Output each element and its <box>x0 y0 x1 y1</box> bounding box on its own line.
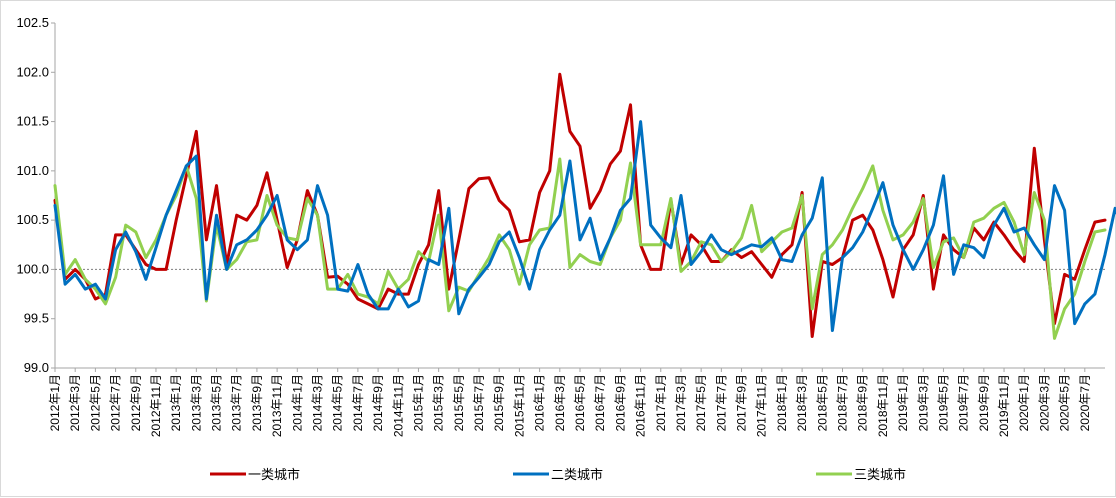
series-lines <box>53 72 1116 340</box>
x-tick-label: 2013年5月 <box>210 374 224 431</box>
x-tick-label: 2017年5月 <box>694 374 708 431</box>
x-tick-label: 2014年9月 <box>371 374 385 431</box>
x-tick-label: 2020年3月 <box>1037 374 1051 431</box>
x-tick-label: 2018年7月 <box>836 374 850 431</box>
x-tick-label: 2012年1月 <box>48 374 62 431</box>
x-tick-label: 2016年5月 <box>573 374 587 431</box>
x-tick-label: 2015年7月 <box>472 374 486 431</box>
x-tick-label: 2017年7月 <box>714 374 728 431</box>
x-tick-label: 2020年7月 <box>1078 374 1092 431</box>
y-axis: 99.0 99.5 100.0 100.5 101.0 101.5 102.0 102.5 <box>16 15 56 375</box>
x-tick-label: 2014年7月 <box>351 374 365 431</box>
x-tick-label: 2020年5月 <box>1058 374 1072 431</box>
legend-label-3: 三类城市 <box>854 467 906 483</box>
x-tick-label: 2015年5月 <box>452 374 466 431</box>
x-tick-label: 2013年9月 <box>250 374 264 431</box>
y-tick-label: 100.5 <box>16 212 49 227</box>
x-tick-label: 2020年1月 <box>1017 374 1031 431</box>
x-tick-label: 2019年5月 <box>936 374 950 431</box>
x-tick-label: 2014年5月 <box>331 374 345 431</box>
x-tick-label: 2018年1月 <box>775 374 789 431</box>
y-tick-label: 99.5 <box>24 311 49 326</box>
x-tick-label: 2014年1月 <box>290 374 304 431</box>
x-tick-label: 2013年11月 <box>270 374 284 437</box>
x-tick-label: 2012年7月 <box>109 374 123 431</box>
series-line-1 <box>53 72 1107 338</box>
x-tick-label: 2016年7月 <box>593 374 607 431</box>
x-tick-label: 2015年3月 <box>432 374 446 431</box>
x-tick-label: 2015年11月 <box>512 374 526 437</box>
legend-label-1: 一类城市 <box>248 467 300 483</box>
x-tick-label: 2016年3月 <box>553 374 567 431</box>
x-tick-label: 2019年7月 <box>957 374 971 431</box>
legend: 一类城市 二类城市 三类城市 <box>210 467 906 483</box>
x-tick-label: 2017年3月 <box>674 374 688 431</box>
x-tick-label: 2013年1月 <box>169 374 183 431</box>
y-tick-label: 102.0 <box>16 64 49 79</box>
x-tick-label: 2019年9月 <box>977 374 991 431</box>
x-tick-label: 2018年5月 <box>815 374 829 431</box>
x-axis: 2012年1月 2012年3月 2012年5月 2012年7月 2012年9月 2012年… <box>48 367 1105 437</box>
x-tick-label: 2018年11月 <box>876 374 890 437</box>
y-tick-label: 99.0 <box>24 360 49 375</box>
x-tick-label: 2019年3月 <box>916 374 930 431</box>
x-tick-label: 2016年1月 <box>533 374 547 431</box>
x-tick-label: 2019年11月 <box>997 374 1011 437</box>
x-tick-label: 2017年1月 <box>654 374 668 431</box>
x-tick-label: 2018年9月 <box>856 374 870 431</box>
x-tick-label: 2017年9月 <box>735 374 749 431</box>
series-line-2 <box>53 120 1116 332</box>
y-tick-label: 101.0 <box>16 163 49 178</box>
y-tick-label: 101.5 <box>16 114 49 129</box>
legend-label-2: 二类城市 <box>551 467 603 483</box>
x-tick-label: 2012年9月 <box>129 374 143 431</box>
x-tick-label: 2015年9月 <box>492 374 506 431</box>
x-tick-label: 2019年1月 <box>896 374 910 431</box>
y-tick-label: 100.0 <box>16 261 49 276</box>
x-tick-label: 2014年11月 <box>391 374 405 437</box>
x-tick-label: 2012年3月 <box>68 374 82 431</box>
series-line-3 <box>53 157 1107 340</box>
x-tick-label: 2014年3月 <box>311 374 325 431</box>
y-tick-label: 102.5 <box>16 15 49 30</box>
x-tick-label: 2016年11月 <box>634 374 648 437</box>
x-tick-label: 2013年3月 <box>189 374 203 431</box>
x-tick-label: 2016年9月 <box>613 374 627 431</box>
x-tick-label: 2012年5月 <box>88 374 102 431</box>
x-tick-label: 2017年11月 <box>755 374 769 437</box>
x-tick-label: 2012年11月 <box>149 374 163 437</box>
x-tick-label: 2018年3月 <box>795 374 809 431</box>
x-tick-label: 2013年7月 <box>230 374 244 431</box>
x-tick-label: 2015年1月 <box>411 374 425 431</box>
